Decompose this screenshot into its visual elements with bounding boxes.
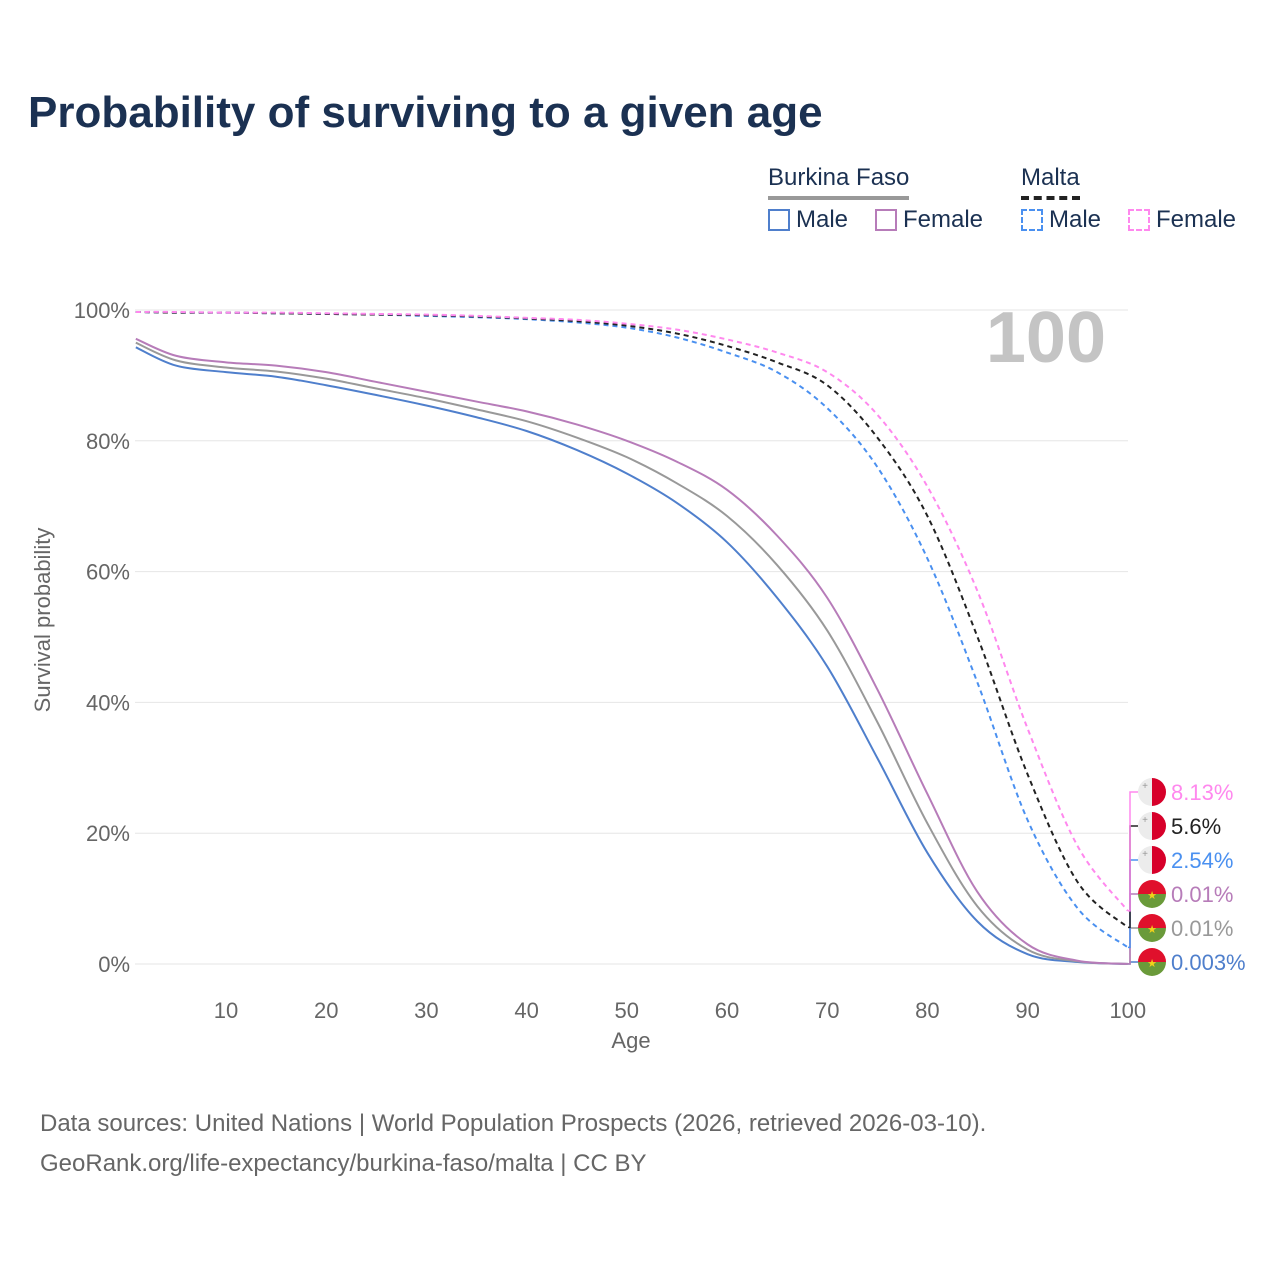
malta-flag-icon: + <box>1138 778 1166 806</box>
x-tick-label: 10 <box>214 998 238 1023</box>
x-tick-label: 70 <box>815 998 839 1023</box>
y-tick-label: 40% <box>86 690 130 715</box>
legend-group-malta: Malta <box>1021 164 1080 200</box>
x-tick-label: 100 <box>1109 998 1146 1023</box>
svg-text:+: + <box>1142 781 1148 792</box>
legend-item-bf-female[interactable]: Female <box>875 206 983 234</box>
end-value-label: 8.13% <box>1171 780 1233 805</box>
source-line: Data sources: United Nations | World Pop… <box>40 1110 987 1137</box>
y-tick-label: 20% <box>86 821 130 846</box>
source-link[interactable]: GeoRank.org/life-expectancy/burkina-faso… <box>40 1150 647 1177</box>
svg-text:+: + <box>1142 815 1148 826</box>
y-axis-label: Survival probability <box>30 528 55 713</box>
legend-item-mt-female[interactable]: Female <box>1128 206 1236 234</box>
y-tick-label: 80% <box>86 429 130 454</box>
y-tick-label: 100% <box>74 298 130 323</box>
x-tick-label: 30 <box>414 998 438 1023</box>
x-tick-label: 80 <box>915 998 939 1023</box>
legend-label: Male <box>1049 206 1102 233</box>
y-tick-label: 60% <box>86 560 130 585</box>
end-value-label: 0.003% <box>1171 950 1246 975</box>
x-tick-label: 60 <box>715 998 739 1023</box>
x-tick-label: 20 <box>314 998 338 1023</box>
svg-text:+: + <box>1142 849 1148 860</box>
series-line-burkina-faso-both <box>135 341 1128 965</box>
series-line-burkina-faso-male <box>135 346 1128 965</box>
chart-title: Probability of surviving to a given age <box>28 88 823 137</box>
legend-group-burkina-faso: Burkina Faso <box>768 164 910 200</box>
legend-swatch <box>1021 209 1043 231</box>
end-value-label: 0.01% <box>1171 882 1233 907</box>
burkina-faso-flag-icon: ★ <box>1138 948 1166 976</box>
series-line-malta-male <box>135 310 1129 949</box>
malta-flag-icon: + <box>1138 846 1166 874</box>
series-line-burkina-faso-female <box>135 337 1128 965</box>
svg-text:★: ★ <box>1147 924 1157 936</box>
legend-label: Male <box>796 206 849 233</box>
legend-item-mt-male[interactable]: Male <box>1021 206 1101 234</box>
burkina-faso-flag-icon: ★ <box>1138 880 1166 908</box>
x-tick-label: 90 <box>1015 998 1039 1023</box>
year-label: 100 <box>986 298 1106 378</box>
x-tick-label: 50 <box>615 998 639 1023</box>
legend-swatch <box>1128 209 1150 231</box>
end-value-label: 0.01% <box>1171 916 1233 941</box>
legend-swatch <box>875 209 897 231</box>
legend-label: Female <box>903 206 984 233</box>
burkina-faso-flag-icon: ★ <box>1138 914 1166 942</box>
y-tick-label: 0% <box>98 952 130 977</box>
end-connector <box>1128 791 1138 912</box>
malta-flag-icon: + <box>1138 812 1166 840</box>
svg-text:★: ★ <box>1147 958 1157 970</box>
x-tick-label: 40 <box>514 998 538 1023</box>
svg-text:★: ★ <box>1147 890 1157 902</box>
x-axis-label: Age <box>611 1028 650 1053</box>
end-value-label: 5.6% <box>1171 814 1221 839</box>
legend-label: Female <box>1156 206 1237 233</box>
legend-item-bf-male[interactable]: Male <box>768 206 848 234</box>
series-line-malta-female <box>135 310 1129 912</box>
legend-swatch <box>768 209 790 231</box>
series-line-malta-both <box>135 310 1129 929</box>
end-value-label: 2.54% <box>1171 848 1233 873</box>
